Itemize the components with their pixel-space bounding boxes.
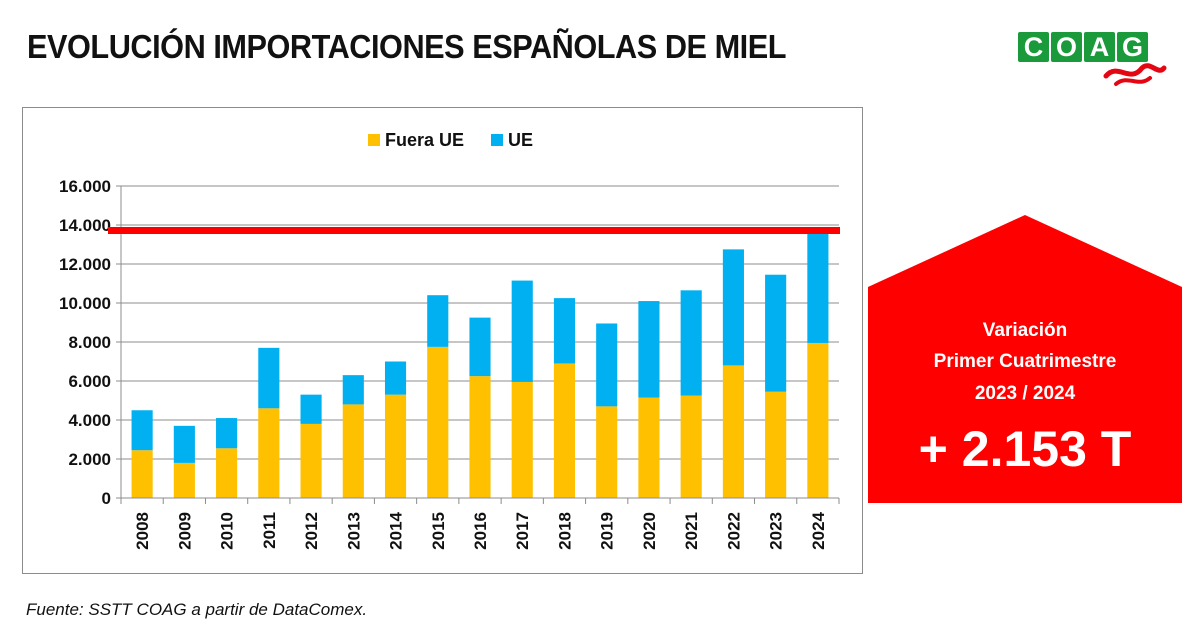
bar-segment [469, 317, 491, 377]
y-tick-label: 8.000 [68, 333, 111, 352]
logo-letter: G [1117, 32, 1148, 62]
x-tick-label: 2020 [640, 512, 659, 550]
x-tick-label: 2010 [218, 512, 237, 550]
bar-segment [680, 395, 702, 498]
bar-segment [511, 280, 533, 382]
bar-segment [511, 381, 533, 498]
bar-segment [384, 394, 407, 498]
bar-segment [427, 295, 449, 347]
legend-swatch [491, 134, 503, 146]
bar-chart: 0 2.000 4.000 6.000 8.000 10.000 12.000 14.000 1… [59, 130, 840, 550]
bars-layer [131, 233, 829, 498]
x-tick-label: 2023 [767, 512, 786, 550]
callout-line2: Primer Cuatrimestre [933, 351, 1117, 372]
bar-segment [596, 323, 618, 407]
bar-segment [342, 404, 364, 498]
reference-line [108, 226, 840, 234]
x-tick-label: 2022 [724, 512, 743, 550]
legend-label: Fuera UE [385, 130, 464, 150]
bar-segment [427, 346, 449, 498]
x-tick-label: 2009 [175, 512, 194, 550]
bar-segment [638, 397, 660, 498]
x-tick-label: 2012 [302, 512, 321, 550]
callout-line1: Variación [982, 320, 1068, 341]
legend-layer: Fuera UE UE [368, 130, 533, 150]
bar-segment [131, 450, 153, 498]
bar-segment [173, 462, 195, 498]
callout-house-shape [868, 215, 1182, 503]
x-tick-label: 2019 [598, 512, 617, 550]
coag-logo: C O A G [1018, 32, 1168, 90]
y-tick-label: 6.000 [68, 372, 111, 391]
x-tick-label: 2014 [387, 511, 406, 549]
bar-segment [342, 375, 364, 405]
bar-segment [216, 448, 238, 498]
x-tick-label: 2024 [809, 511, 828, 549]
bar-segment [680, 290, 702, 396]
y-tick-label: 14.000 [59, 216, 111, 235]
bar-segment [722, 249, 744, 366]
y-tick-label: 10.000 [59, 294, 111, 313]
y-tick-label: 2.000 [68, 450, 111, 469]
x-tick-label: 2018 [555, 512, 574, 550]
bar-segment [258, 347, 280, 409]
reference-line-layer [108, 226, 840, 234]
callout-line3: 2023 / 2024 [974, 383, 1076, 404]
y-tick-label: 0 [102, 489, 111, 508]
y-tick-label: 12.000 [59, 255, 111, 274]
logo-wordmark: C O A G [1018, 32, 1148, 62]
x-tick-label: 2013 [344, 512, 363, 550]
legend-label: UE [508, 130, 533, 150]
logo-letter: C [1018, 32, 1049, 62]
x-tick-label: 2016 [471, 512, 490, 550]
callout-value: + 2.153 T [918, 421, 1132, 477]
chart-frame: 0 2.000 4.000 6.000 8.000 10.000 12.000 14.000 1… [22, 107, 863, 574]
x-tick-label: 2008 [133, 512, 152, 550]
coag-logo-icon [1103, 63, 1167, 86]
bar-segment [300, 423, 322, 498]
bar-segment [131, 410, 153, 451]
bar-segment [807, 233, 829, 343]
x-tick-label: 2011 [260, 512, 279, 549]
bar-segment [765, 274, 787, 392]
bar-segment [765, 391, 787, 498]
legend-swatch [368, 134, 380, 146]
page-title: EVOLUCIÓN IMPORTACIONES ESPAÑOLAS DE MIE… [27, 28, 787, 65]
bar-segment [807, 342, 829, 498]
bar-segment [173, 425, 195, 463]
bar-segment [384, 361, 407, 395]
bar-segment [469, 376, 491, 498]
y-tick-label: 4.000 [68, 411, 111, 430]
axis-layer: 0 2.000 4.000 6.000 8.000 10.000 12.000 14.000 1… [59, 177, 840, 550]
y-tick-label: 16.000 [59, 177, 111, 196]
source-note: Fuente: SSTT COAG a partir de DataComex. [26, 600, 368, 619]
variation-callout: Variación Primer Cuatrimestre 2023 / 202… [868, 215, 1182, 503]
bar-segment [258, 408, 280, 498]
x-tick-label: 2021 [682, 512, 701, 550]
bar-segment [596, 406, 618, 498]
logo-letter: O [1051, 32, 1082, 62]
bar-segment [722, 365, 744, 498]
bar-segment [638, 301, 660, 398]
bar-segment [553, 298, 576, 364]
bar-segment [553, 363, 576, 498]
x-tick-label: 2017 [513, 512, 532, 550]
bar-segment [300, 394, 322, 424]
logo-letter: A [1084, 32, 1115, 62]
bar-segment [216, 418, 238, 449]
x-tick-label: 2015 [429, 512, 448, 550]
